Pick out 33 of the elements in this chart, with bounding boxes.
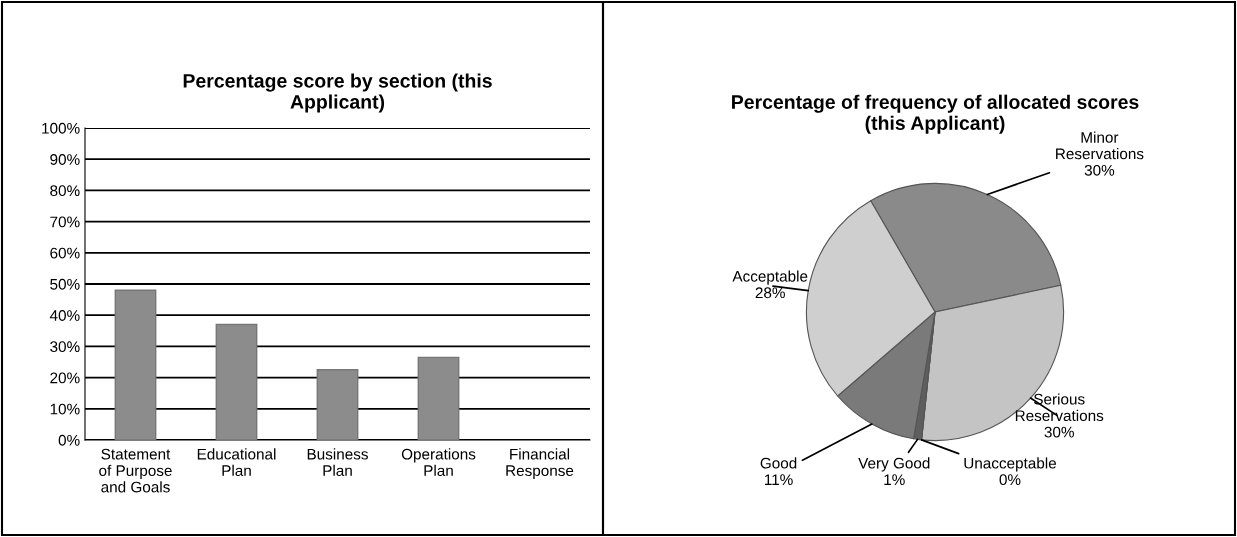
bar: [316, 369, 359, 440]
x-tick-label: Statement of Purpose and Goals: [99, 448, 172, 493]
bar: [417, 356, 460, 440]
y-tick-label: 60%: [50, 247, 80, 259]
category-label: Unacceptable: [964, 457, 1057, 472]
y-tick-label: 0%: [58, 434, 80, 446]
y-tick-label: 90%: [50, 154, 80, 165]
data-label: 1%: [884, 474, 905, 485]
slice-label: Minor Reservations: [1056, 131, 1144, 160]
y-tick-label: 20%: [50, 372, 80, 384]
x-tick-label: Educational Plan: [197, 448, 276, 477]
data-label: 11%: [764, 474, 793, 485]
bar: [215, 323, 258, 440]
slice-label: Acceptable: [732, 270, 808, 285]
data-label: 28%: [755, 287, 785, 299]
data-label: 30%: [1044, 426, 1074, 438]
y-tick-label: 70%: [50, 216, 80, 228]
text: 0%: [999, 474, 1021, 486]
data-label: 30%: [1084, 164, 1115, 176]
x-tick-label: Business Plan: [307, 448, 368, 477]
y-tick-label: 50%: [50, 278, 80, 290]
y-tick-label: 80%: [50, 185, 80, 197]
x-tick-label: Financial Response: [506, 448, 574, 480]
y-tick-label: 30%: [50, 341, 80, 353]
slice-label: Serious Reservations: [1015, 393, 1104, 422]
y-tick-label: 10%: [50, 403, 80, 415]
bar: [114, 289, 157, 440]
y-tick-label: 40%: [49, 310, 80, 321]
y-tick-label: 100%: [42, 122, 80, 134]
slice-label: Good: [760, 457, 797, 469]
chart-title: Percentage score by section (this Applicant): [183, 73, 492, 113]
slice-label: Very Good: [858, 457, 930, 472]
x-tick-label: Operations Plan: [401, 448, 476, 477]
